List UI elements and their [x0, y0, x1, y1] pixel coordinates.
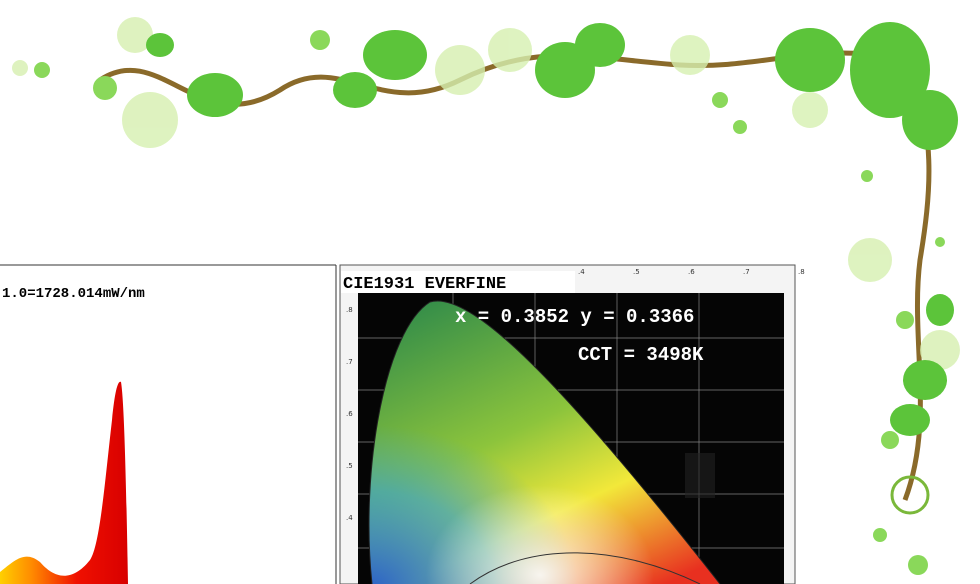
- cie-title: CIE1931 EVERFINE: [343, 275, 506, 294]
- x-tick-label: .4: [578, 268, 585, 276]
- x-tick-label: .7: [743, 268, 750, 276]
- y-tick-label: .4: [346, 514, 353, 522]
- y-tick-label: .6: [346, 410, 353, 418]
- x-tick-label: .5: [633, 268, 640, 276]
- chromaticity-coords: x = 0.3852 y = 0.3366: [455, 306, 694, 328]
- x-tick-label: .6: [688, 268, 695, 276]
- spectrum-label: 1.0=1728.014mW/nm: [2, 286, 145, 302]
- spectrum-curve: [0, 381, 128, 584]
- cct-value: CCT = 3498K: [578, 344, 704, 366]
- y-tick-label: .5: [346, 462, 353, 470]
- cie-panel: .4 .5 .6 .7 .8 .8 .7 .6 .5 .4 CIE1931 EVERFINE x …: [339, 264, 805, 584]
- vine-decoration: [12, 17, 960, 575]
- spectrum-panel: 1.0=1728.014mW/nm: [0, 264, 337, 584]
- y-tick-label: .7: [346, 358, 353, 366]
- y-tick-label: .8: [346, 306, 353, 314]
- x-tick-label: .8: [798, 268, 805, 276]
